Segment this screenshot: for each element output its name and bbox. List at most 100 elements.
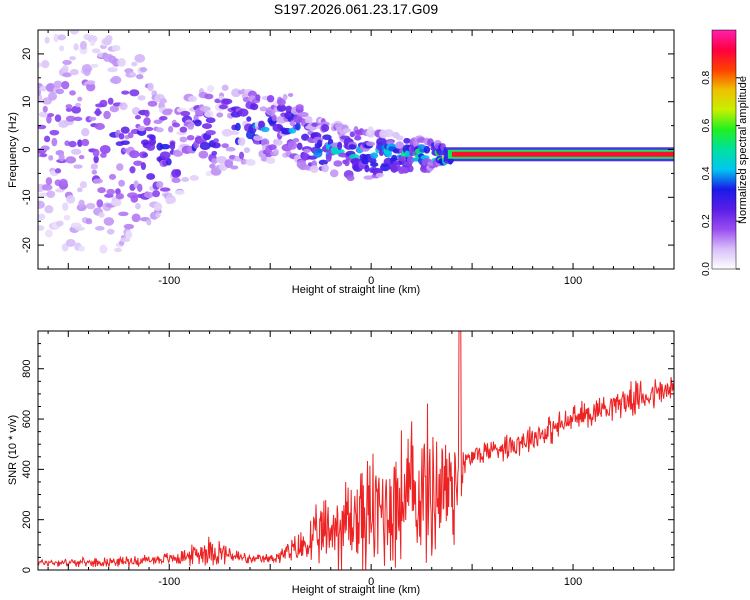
- spectrogram-blob: [65, 104, 73, 109]
- spectrogram-blob: [65, 156, 77, 164]
- spectrogram-blob: [91, 48, 101, 54]
- spectrogram-blob: [316, 148, 323, 154]
- spectrogram-blob: [116, 163, 124, 171]
- spectrogram-blob: [99, 144, 111, 154]
- spectrogram-blob: [333, 160, 343, 167]
- spectrogram-blob: [131, 61, 138, 67]
- spectrogram-blob: [142, 153, 149, 158]
- spectrogram-blob: [253, 135, 263, 141]
- spectrogram-blob: [120, 237, 131, 243]
- spectrogram-ylabel: Frequency (Hz): [7, 112, 19, 188]
- snr-ytick-label: 400: [21, 460, 33, 478]
- spectrogram-blob: [349, 131, 356, 138]
- spectrogram-blob: [147, 82, 154, 92]
- spectrogram-blob: [38, 111, 49, 118]
- spectrogram-blob: [201, 123, 213, 129]
- spectrogram-blob: [106, 188, 115, 195]
- spectrogram-blob: [134, 53, 146, 63]
- spectrogram-blob: [285, 105, 293, 114]
- spectrogram-blob: [395, 135, 404, 141]
- spectrogram-blob: [70, 30, 79, 32]
- spectrogram-blob: [380, 163, 391, 172]
- spectrogram-blob: [287, 92, 294, 97]
- spectrogram-blob: [79, 181, 88, 189]
- spectrogram-blob: [77, 139, 83, 147]
- spectrogram-blob: [97, 187, 106, 194]
- spectrogram-blob: [107, 97, 114, 105]
- spectrogram-blob: [211, 150, 218, 156]
- spectrogram-blob: [113, 247, 122, 253]
- spectrogram-blob: [134, 115, 141, 120]
- spectrogram-blob: [96, 199, 104, 208]
- spectrogram-blob: [186, 134, 195, 141]
- spectrogram-blob: [370, 162, 379, 168]
- colorbar-tick-label: 0.0: [701, 262, 712, 276]
- spectrogram-blob: [205, 117, 216, 124]
- spectrogram-blob: [38, 62, 43, 68]
- spectrogram-blob: [296, 142, 303, 151]
- spectrogram-blob: [297, 111, 309, 118]
- spectrogram-blob: [55, 88, 65, 95]
- spectrogram-blob: [140, 162, 147, 170]
- snr-ytick-label: 200: [21, 511, 33, 529]
- spectrogram-blob: [54, 168, 62, 174]
- spectrogram-blob: [88, 116, 97, 121]
- spectrogram-blob: [375, 172, 384, 178]
- spectrogram-blob: [44, 205, 54, 214]
- spectrogram-blob: [273, 139, 283, 146]
- spectrogram-blob: [171, 177, 181, 184]
- spectrogram-blob: [159, 115, 168, 121]
- spectrogram-blob: [99, 99, 108, 108]
- spectrogram-blob: [168, 125, 174, 133]
- spectrogram-blob: [259, 106, 268, 112]
- spectrogram-blob: [221, 84, 229, 91]
- spectrogram-blob: [355, 132, 361, 141]
- spectrogram-blob: [213, 138, 219, 143]
- spectrogram-blob: [144, 126, 154, 132]
- spectrogram-blob-group: [38, 30, 674, 254]
- spectrogram-blob: [156, 181, 164, 189]
- spectrogram-blob: [159, 98, 167, 104]
- spectrogram-blob: [346, 175, 355, 182]
- spectrogram-blob: [131, 107, 141, 116]
- spectrogram-blob: [39, 85, 48, 92]
- spectrogram-blob: [104, 35, 113, 42]
- spectrogram-blob: [137, 183, 143, 192]
- spectrogram-blob: [118, 179, 125, 187]
- spectrogram-xtick-label: 0: [368, 275, 374, 287]
- spectrogram-blob: [45, 229, 53, 238]
- spectrogram-blob: [225, 146, 236, 152]
- spectrogram-blob: [180, 110, 191, 117]
- spectrogram-blob: [65, 238, 76, 247]
- spectrogram-blob: [120, 140, 130, 146]
- spectrogram-blob: [59, 178, 68, 186]
- spectrogram-blob: [94, 122, 105, 130]
- spectrogram-blob: [295, 122, 301, 131]
- spectrogram-blob: [198, 150, 209, 159]
- spectrogram-blob: [172, 122, 181, 128]
- spectrogram-blob: [321, 123, 330, 132]
- spectrogram-blob: [282, 93, 288, 101]
- spectrogram-blob: [238, 151, 245, 160]
- spectrogram-blob: [156, 142, 164, 151]
- spectrogram-blob: [41, 60, 50, 69]
- spectrogram-blob: [135, 73, 144, 80]
- snr-xtick-label: 0: [368, 576, 374, 588]
- spectrogram-blob: [146, 218, 152, 226]
- spectrogram-blob: [111, 44, 121, 52]
- spectrogram-blob: [45, 177, 53, 186]
- spectrogram-blob: [118, 211, 129, 217]
- spectrogram-blob: [61, 65, 69, 74]
- colorbar-gradient: [711, 29, 737, 270]
- spectrogram-blob: [78, 245, 86, 252]
- spectrogram-blob: [129, 166, 136, 174]
- spectrogram-blob: [260, 126, 270, 133]
- spectrogram-blob: [68, 140, 77, 148]
- spectrogram-blob: [238, 108, 249, 117]
- spectrogram-ytick-label: 0: [21, 146, 33, 152]
- spectrogram-blob: [81, 128, 90, 137]
- spectrogram-blob: [235, 122, 241, 131]
- spectrogram-blob: [211, 158, 218, 165]
- spectrogram-blob: [53, 33, 59, 43]
- spectrogram-blob: [205, 170, 213, 177]
